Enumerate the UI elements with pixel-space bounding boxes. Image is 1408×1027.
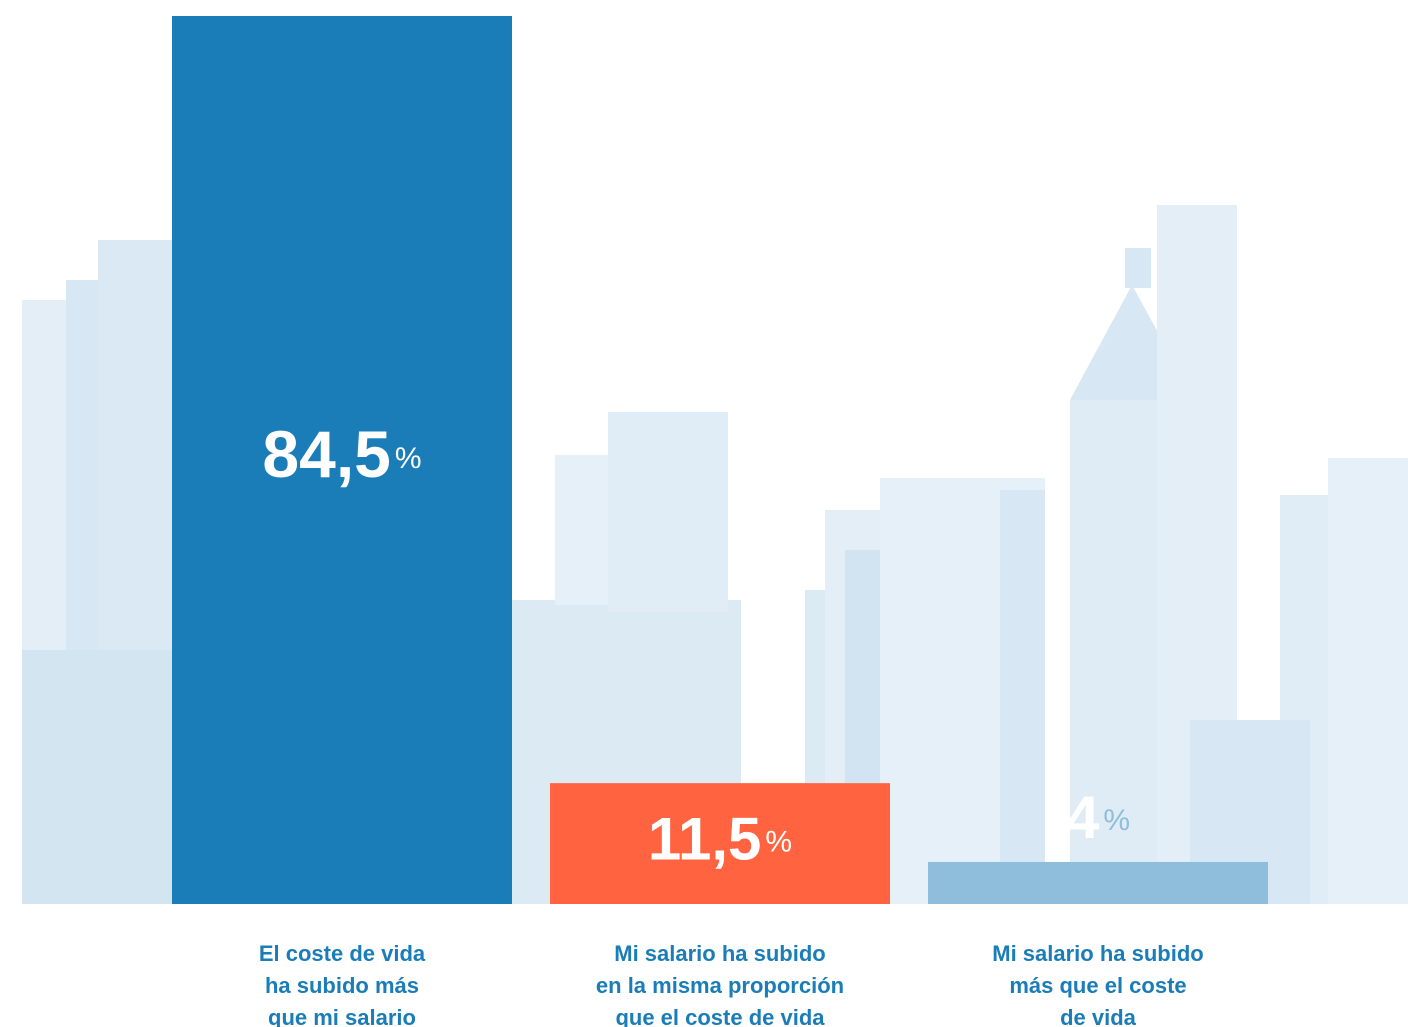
value-label: 11,5% [648,805,792,872]
value-number: 84,5 [262,417,390,491]
value-unit: % [395,442,422,475]
value-label: 84,5% [262,417,421,491]
category-label: de vida [1060,1005,1137,1027]
value-number: 11,5 [648,805,761,872]
category-label: ha subido más [265,973,419,998]
category-label: que mi salario [268,1005,416,1027]
category-label: Mi salario ha subido [614,941,825,966]
bar [172,16,512,904]
value-number: 4 [1066,784,1100,851]
category-label: El coste de vida [259,941,426,966]
category-label: más que el coste [1009,973,1186,998]
category-label: que el coste de vida [615,1005,825,1027]
value-unit: % [1103,804,1130,837]
value-unit: % [765,825,792,858]
category-label: Mi salario ha subido [992,941,1203,966]
bar [550,783,890,904]
bar [928,861,1268,904]
value-label: 4% [1066,784,1130,851]
category-label: en la misma proporción [596,973,844,998]
